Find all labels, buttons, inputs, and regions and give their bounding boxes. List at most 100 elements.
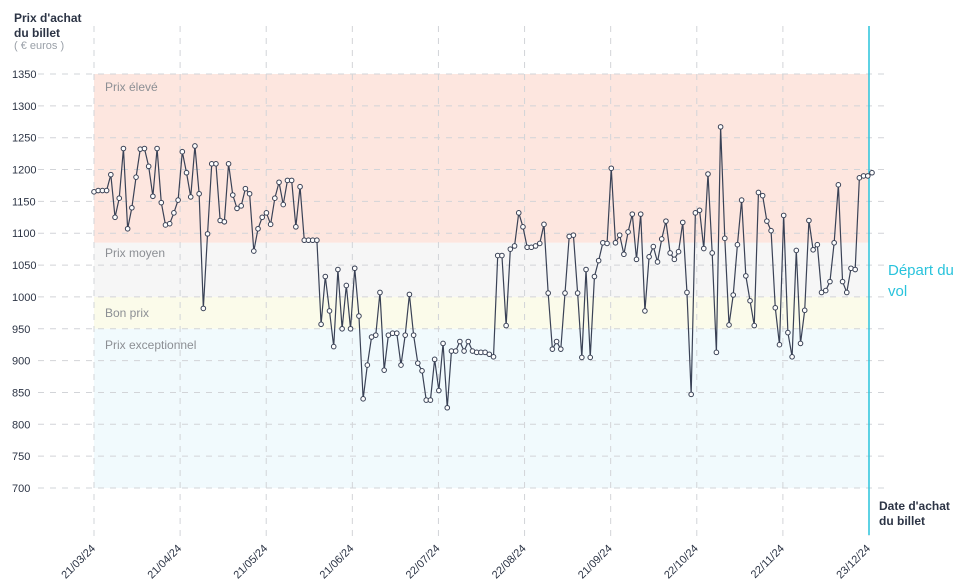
- y-tick-label: 1200: [12, 165, 36, 177]
- price-point: [679, 219, 686, 226]
- price-point: [436, 387, 442, 394]
- price-point: [843, 289, 850, 296]
- price-point: [810, 246, 816, 253]
- price-point: [419, 368, 425, 374]
- price-point: [225, 161, 232, 167]
- y-tick-label: 800: [12, 419, 30, 431]
- price-point: [776, 341, 783, 348]
- price-point: [591, 273, 598, 280]
- price-point: [272, 195, 278, 201]
- price-point: [536, 240, 543, 247]
- price-point: [789, 353, 795, 360]
- x-tick-label: 21/06/24: [318, 543, 357, 582]
- price-point: [616, 232, 623, 238]
- x-tick-label: 23/12/24: [834, 543, 873, 582]
- price-point: [246, 190, 253, 197]
- price-point: [276, 179, 282, 186]
- x-tick-label: 22/11/24: [749, 543, 787, 581]
- price-point: [393, 330, 400, 337]
- price-point: [457, 338, 463, 345]
- price-point: [200, 305, 207, 312]
- price-point: [377, 289, 383, 296]
- price-point: [280, 201, 287, 208]
- y-tick-label: 950: [12, 324, 30, 336]
- price-point: [330, 343, 337, 350]
- price-point: [520, 224, 526, 230]
- price-point: [381, 367, 387, 373]
- price-point: [562, 290, 568, 296]
- price-point: [570, 232, 577, 238]
- price-point: [322, 273, 329, 280]
- price-point: [696, 207, 703, 214]
- price-point: [545, 290, 551, 296]
- price-point: [785, 329, 791, 336]
- price-point: [595, 257, 602, 264]
- price-point: [667, 250, 673, 256]
- price-point: [507, 246, 514, 252]
- price-point: [297, 183, 303, 190]
- price-point: [549, 346, 556, 352]
- price-point: [633, 256, 640, 263]
- price-point: [452, 348, 459, 354]
- x-axis-title: Date d'achat du billet: [879, 499, 950, 528]
- zone-3: [94, 328, 869, 488]
- price-point: [179, 148, 186, 155]
- price-point: [171, 210, 177, 216]
- price-point: [654, 259, 661, 265]
- price-point: [343, 282, 350, 289]
- price-point: [204, 231, 211, 237]
- price-point: [579, 354, 585, 361]
- price-point: [587, 354, 594, 361]
- price-point: [234, 205, 240, 212]
- price-point: [499, 252, 505, 259]
- price-point: [187, 194, 194, 200]
- price-point: [511, 243, 518, 249]
- price-point: [604, 240, 610, 247]
- x-tick-label: 21/09/24: [576, 543, 615, 582]
- price-point: [364, 362, 371, 368]
- y-tick-label: 1100: [12, 228, 36, 240]
- price-point: [642, 308, 648, 314]
- price-point: [772, 304, 779, 311]
- zone-label: Prix élevé: [105, 80, 158, 94]
- price-point: [759, 192, 766, 199]
- y-tick-label: 1300: [12, 101, 36, 113]
- price-point: [267, 221, 274, 228]
- y-axis-title: Prix d'achat du billet: [14, 11, 82, 40]
- price-point: [259, 214, 266, 221]
- price-point: [461, 348, 467, 354]
- price-point: [339, 325, 345, 332]
- price-point: [684, 289, 690, 296]
- price-point: [314, 237, 320, 244]
- y-tick-label: 1150: [12, 196, 36, 208]
- price-point: [427, 397, 434, 403]
- price-point: [238, 203, 244, 209]
- price-point: [402, 332, 409, 338]
- price-point: [141, 145, 148, 152]
- price-point: [747, 297, 753, 304]
- price-point: [583, 266, 589, 273]
- price-point: [183, 169, 190, 176]
- price-point: [814, 241, 821, 248]
- price-point: [675, 248, 682, 255]
- price-point: [541, 221, 547, 228]
- price-point: [608, 165, 615, 172]
- price-point: [574, 290, 581, 296]
- price-point: [734, 241, 741, 248]
- x-tick-label: 21/05/24: [232, 543, 271, 582]
- price-point: [621, 251, 627, 258]
- price-point: [612, 239, 619, 246]
- zone-2: [94, 296, 869, 329]
- price-point: [263, 210, 270, 216]
- y-tick-label: 700: [12, 483, 30, 495]
- price-point: [398, 362, 404, 368]
- price-point: [335, 266, 341, 273]
- price-point: [503, 322, 509, 329]
- price-point: [288, 177, 295, 184]
- price-point: [166, 220, 173, 227]
- price-point: [558, 346, 564, 352]
- price-point: [700, 245, 707, 252]
- price-point: [251, 248, 257, 254]
- zone-label: Prix exceptionnel: [105, 338, 196, 352]
- price-point: [671, 256, 678, 263]
